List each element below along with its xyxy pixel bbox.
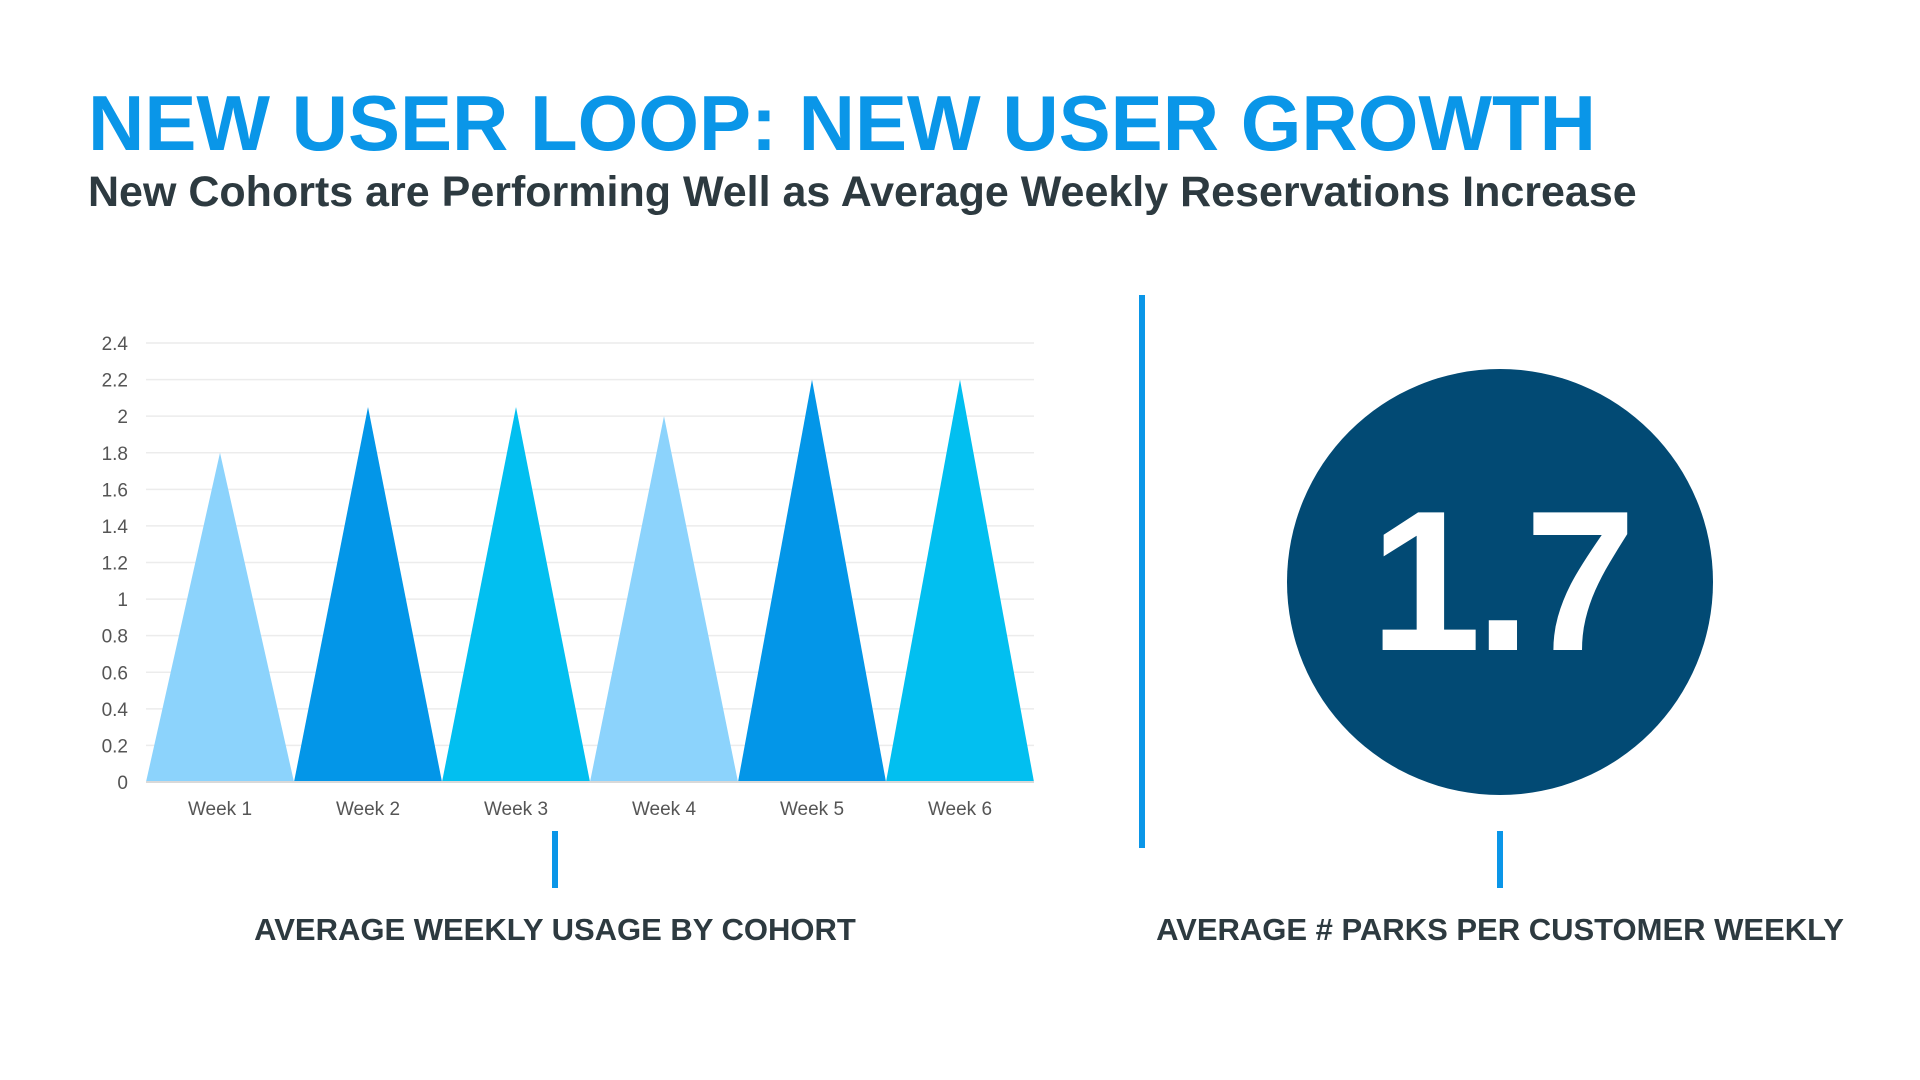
x-tick-label: Week 3: [484, 799, 548, 820]
panel-divider: [1139, 295, 1145, 848]
y-tick-label: 1.2: [102, 554, 128, 575]
y-tick-label: 2: [117, 407, 128, 428]
slide-subtitle: New Cohorts are Performing Well as Avera…: [88, 168, 1637, 216]
y-axis-ticks: 0 0.2 0.4 0.6 0.8 1 1.2 1.4 1.6 1.8 2 2.2 2.4: [102, 334, 129, 794]
bar-week-3: [442, 407, 590, 782]
x-tick-label: Week 6: [928, 799, 992, 820]
y-tick-label: 0: [117, 773, 128, 794]
y-tick-label: 0.4: [102, 700, 129, 721]
stat-value: 1.7: [1369, 470, 1636, 693]
y-tick-label: 0.6: [102, 663, 128, 684]
bar-week-2: [294, 407, 442, 782]
y-tick-label: 0.2: [102, 736, 128, 757]
chart-gridlines: [146, 342, 1034, 747]
right-caption: AVERAGE # PARKS PER CUSTOMER WEEKLY: [1156, 912, 1844, 947]
x-tick-label: Week 5: [780, 799, 844, 820]
left-caption: AVERAGE WEEKLY USAGE BY COHORT: [254, 912, 856, 947]
x-axis-ticks: Week 1 Week 2 Week 3 Week 4 Week 5 Week 6: [188, 799, 992, 820]
y-tick-label: 0.8: [102, 627, 128, 648]
right-caption-tick: [1497, 831, 1503, 888]
bar-week-1: [146, 452, 294, 782]
stat-circle: 1.7: [1287, 369, 1713, 795]
bar-week-6: [886, 379, 1034, 782]
y-tick-label: 2.4: [102, 334, 129, 355]
chart-bars: [146, 379, 1034, 782]
x-tick-label: Week 1: [188, 799, 252, 820]
x-tick-label: Week 4: [632, 799, 697, 820]
y-tick-label: 1: [117, 590, 128, 611]
x-tick-label: Week 2: [336, 799, 400, 820]
y-tick-label: 1.8: [102, 444, 128, 465]
y-tick-label: 1.4: [102, 517, 129, 538]
left-caption-tick: [552, 831, 558, 888]
slide-title: NEW USER LOOP: NEW USER GROWTH: [88, 79, 1596, 167]
y-tick-label: 2.2: [102, 371, 128, 392]
bar-week-4: [590, 416, 738, 782]
y-tick-label: 1.6: [102, 480, 128, 501]
bar-week-5: [738, 379, 886, 782]
